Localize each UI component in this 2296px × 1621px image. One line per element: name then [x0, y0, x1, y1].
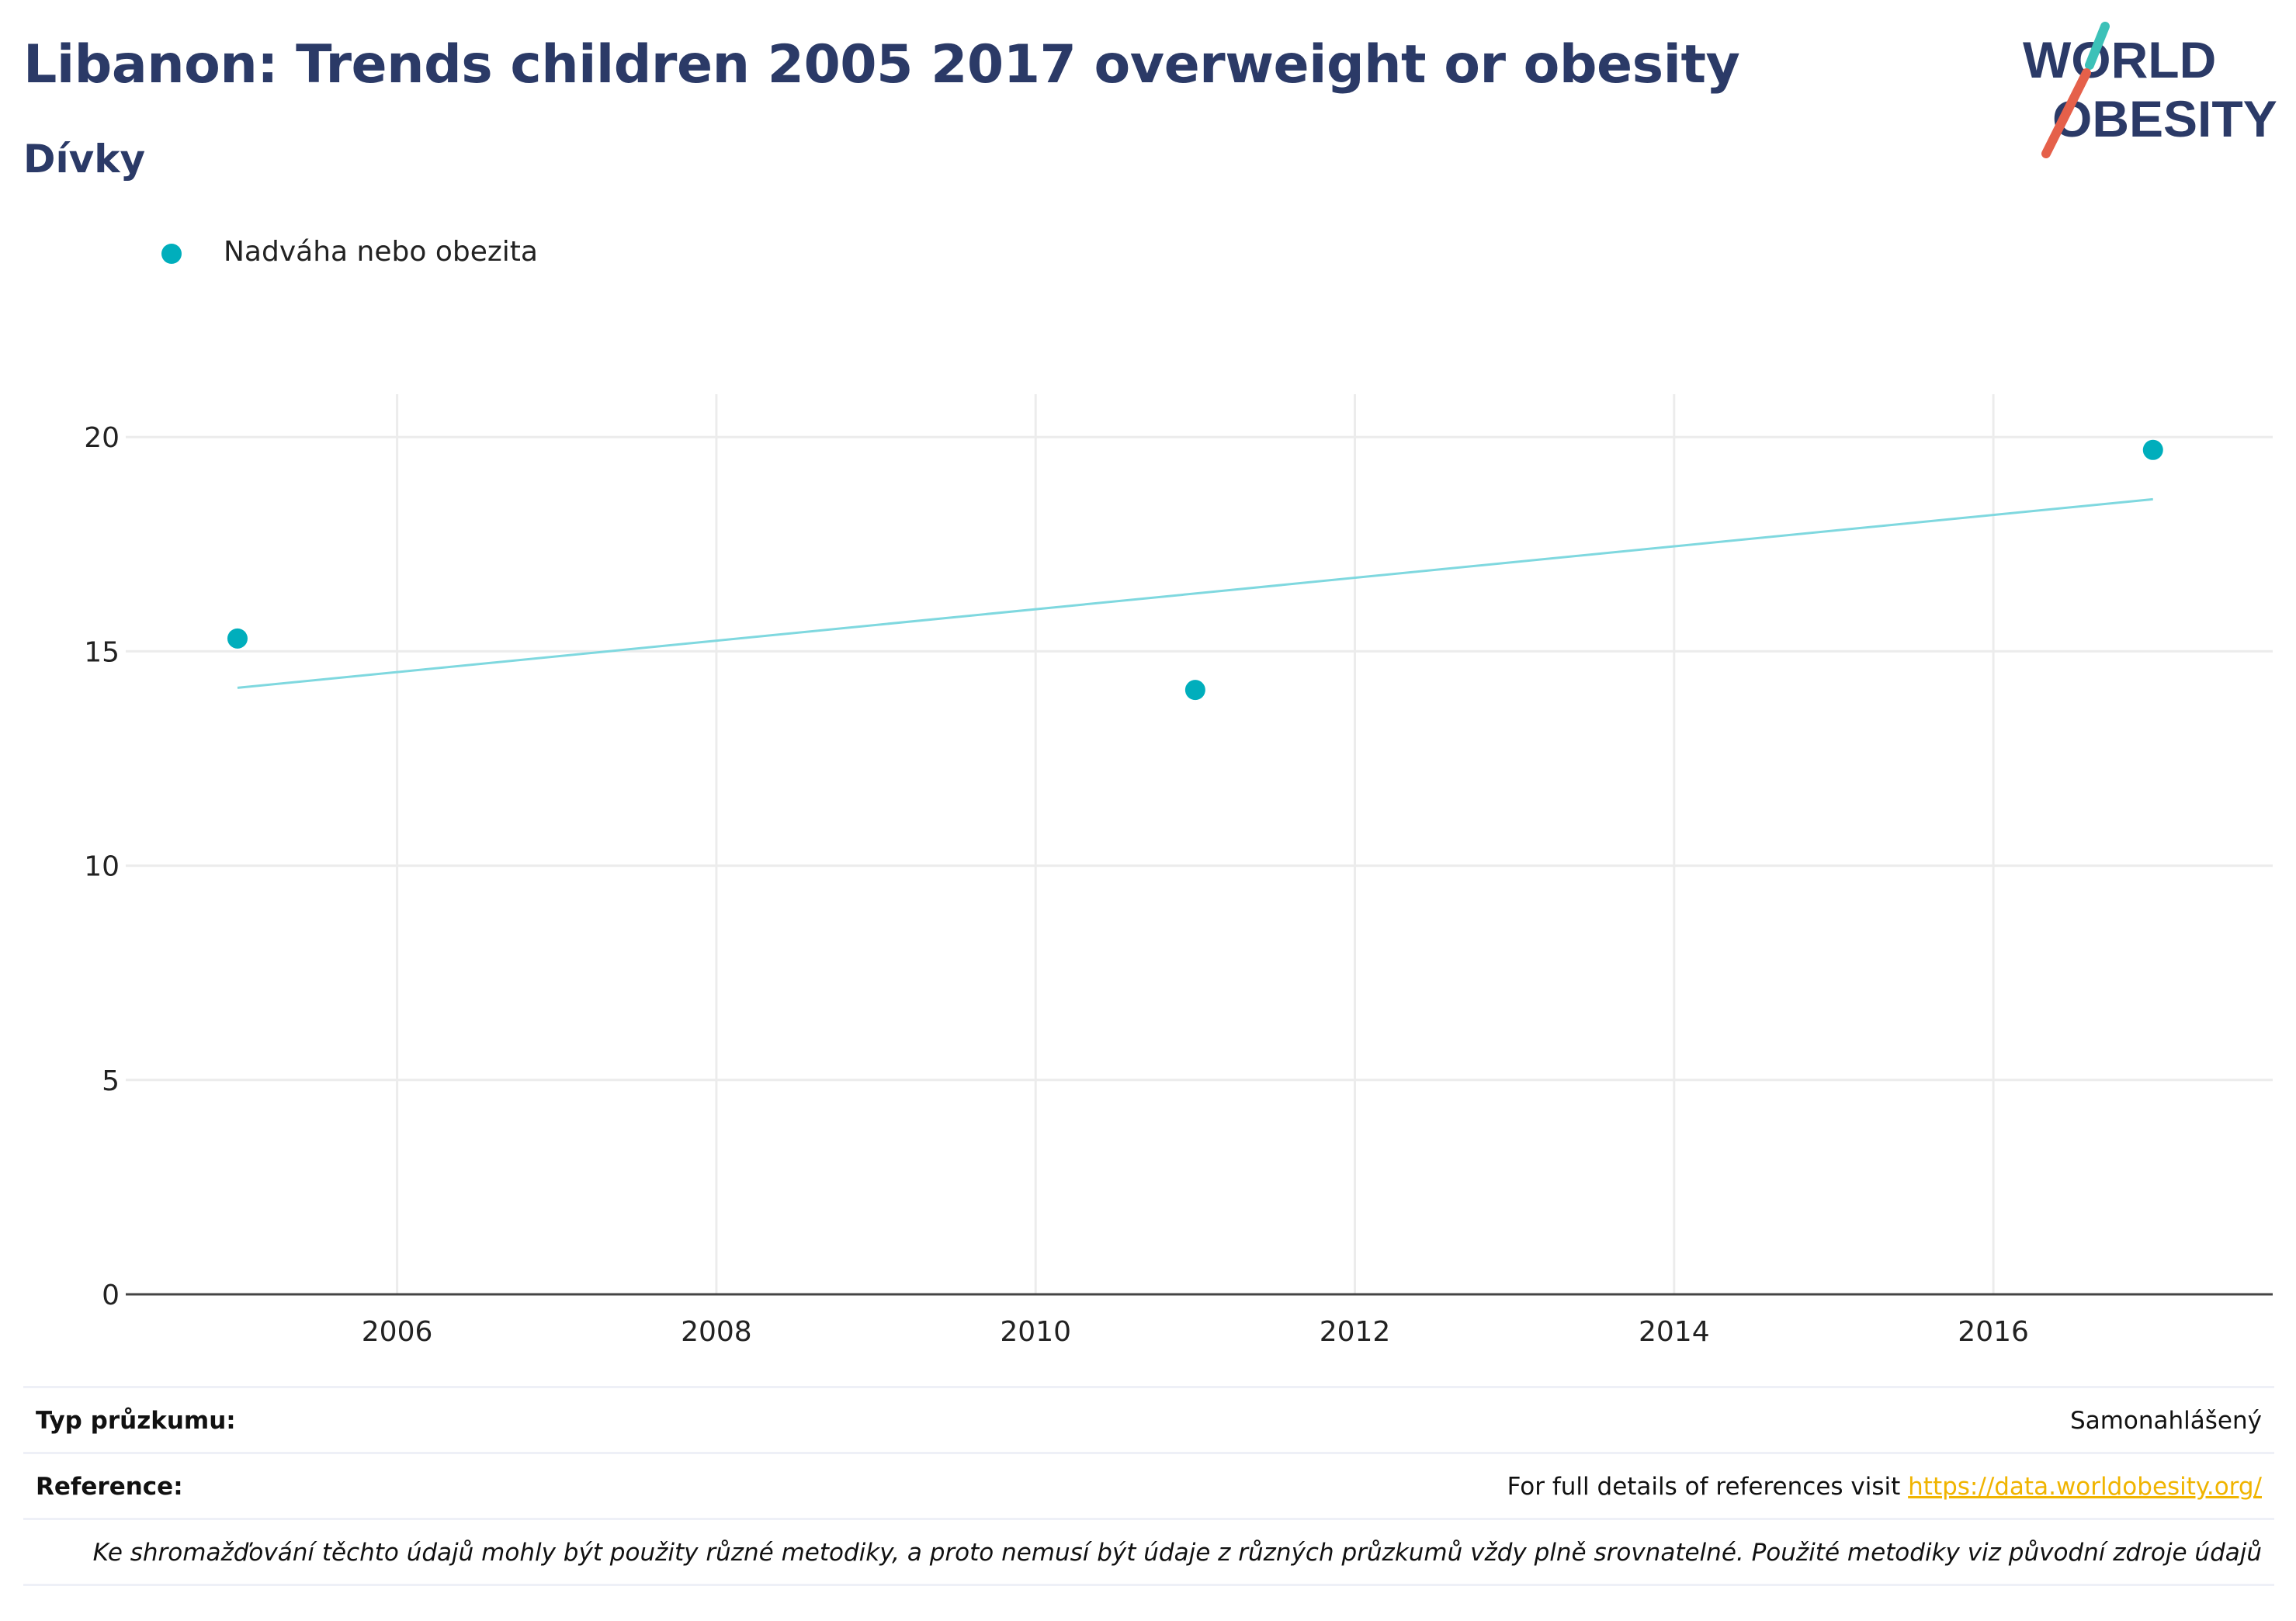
reference-label: Reference:	[36, 1473, 183, 1501]
x-axis: 2006 2008 2010 2012 2014 2016	[126, 1293, 2273, 1348]
logo-line1: WORLD	[2023, 31, 2216, 88]
reference-text: For full details of references visit	[1507, 1473, 1901, 1501]
chart-plot: 2006 2008 2010 2012 2014 2016 0 5 10 15 20	[84, 394, 2273, 1348]
x-tick-label: 2014	[1639, 1316, 1710, 1348]
logo-line2: OBESITY	[2052, 90, 2277, 147]
logo-slash-teal	[2085, 22, 2110, 70]
chart-title: Libanon: Trends children 2005 2017 overw…	[23, 34, 1740, 95]
methodology-note-row: Ke shromažďování těchto údajů mohly být …	[23, 1518, 2274, 1586]
chart-subtitle: Dívky	[23, 137, 146, 182]
vertical-gridlines	[396, 394, 1995, 1294]
logo-slash-red	[2041, 68, 2091, 158]
reference-row: Reference: For full details of reference…	[23, 1452, 2274, 1518]
legend-marker-icon	[161, 244, 182, 264]
y-tick-label: 20	[84, 422, 120, 454]
trendline	[237, 497, 2153, 689]
data-point	[227, 628, 248, 649]
survey-type-row: Typ průzkumu: Samonahlášený	[23, 1386, 2274, 1452]
reference-link[interactable]: https://data.worldobesity.org/	[1908, 1473, 2262, 1501]
horizontal-gridlines	[126, 435, 2273, 1082]
data-point	[1184, 680, 1205, 701]
x-tick-label: 2010	[1000, 1316, 1071, 1348]
legend-label: Nadváha nebo obezita	[224, 236, 538, 268]
trendline-segment	[237, 497, 2153, 689]
x-tick-label: 2016	[1958, 1316, 2029, 1348]
x-tick-label: 2012	[1320, 1316, 1391, 1348]
methodology-note: Ke shromažďování těchto údajů mohly být …	[92, 1539, 2262, 1567]
y-axis: 0 5 10 15 20	[84, 422, 120, 1311]
survey-type-value: Samonahlášený	[2070, 1407, 2262, 1435]
x-tick-label: 2006	[362, 1316, 433, 1348]
x-tick-label: 2008	[681, 1316, 752, 1348]
y-tick-label: 15	[84, 636, 120, 668]
y-tick-label: 0	[102, 1280, 120, 1311]
survey-type-label: Typ průzkumu:	[36, 1407, 236, 1435]
y-tick-label: 10	[84, 851, 120, 883]
world-obesity-logo: WORLD OBESITY	[2023, 22, 2277, 158]
data-points	[227, 439, 2163, 701]
data-point	[2142, 439, 2163, 460]
reference-value: For full details of references visit htt…	[1507, 1473, 2262, 1501]
footer-table: Typ průzkumu: Samonahlášený Reference: F…	[23, 1386, 2274, 1586]
y-tick-label: 5	[102, 1065, 120, 1097]
